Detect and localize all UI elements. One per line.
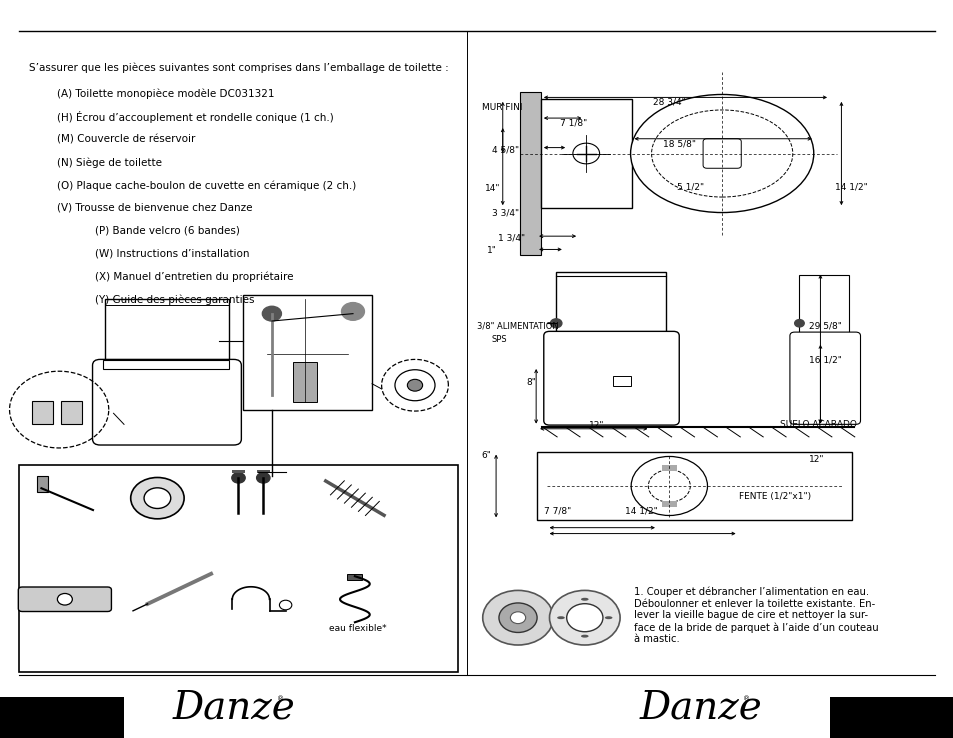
Text: Danze: Danze (639, 690, 761, 727)
Circle shape (549, 590, 619, 645)
Circle shape (279, 600, 292, 610)
FancyBboxPatch shape (702, 139, 740, 168)
FancyBboxPatch shape (0, 697, 124, 738)
FancyBboxPatch shape (92, 359, 241, 445)
FancyBboxPatch shape (243, 295, 372, 410)
Text: 8": 8" (526, 378, 536, 387)
FancyBboxPatch shape (661, 466, 677, 472)
FancyBboxPatch shape (19, 465, 457, 672)
Text: ®: ® (742, 696, 750, 702)
FancyBboxPatch shape (232, 469, 245, 473)
Circle shape (144, 488, 171, 508)
Text: SUELO ACABADO: SUELO ACABADO (780, 420, 857, 429)
Circle shape (648, 470, 690, 502)
Ellipse shape (557, 616, 564, 619)
Text: SPS: SPS (491, 335, 506, 344)
Ellipse shape (651, 110, 792, 197)
FancyBboxPatch shape (519, 92, 540, 255)
Circle shape (262, 306, 281, 321)
Text: 6": 6" (481, 451, 491, 460)
Text: (X) Manuel d’entretien du propriétaire: (X) Manuel d’entretien du propriétaire (95, 272, 294, 282)
Text: 18 5/8": 18 5/8" (662, 139, 696, 148)
Text: S’assurer que les pièces suivantes sont comprises dans l’emballage de toilette :: S’assurer que les pièces suivantes sont … (29, 63, 448, 73)
FancyBboxPatch shape (540, 99, 631, 208)
Text: (H) Écrou d’accouplement et rondelle conique (1 ch.): (H) Écrou d’accouplement et rondelle con… (57, 111, 334, 123)
Text: 28 3/4": 28 3/4" (653, 97, 685, 106)
Text: 7 7/8": 7 7/8" (543, 506, 571, 515)
Ellipse shape (580, 598, 588, 601)
Circle shape (572, 143, 598, 164)
Circle shape (407, 379, 422, 391)
FancyBboxPatch shape (556, 272, 665, 342)
FancyBboxPatch shape (103, 360, 229, 369)
Text: Danze: Danze (172, 690, 294, 727)
FancyBboxPatch shape (661, 501, 677, 507)
Text: 16 1/2": 16 1/2" (808, 356, 841, 365)
Text: (M) Couvercle de réservoir: (M) Couvercle de réservoir (57, 134, 195, 145)
Text: 5 1/2": 5 1/2" (677, 182, 703, 191)
Circle shape (566, 604, 602, 632)
Text: 14 1/2": 14 1/2" (834, 182, 866, 191)
Circle shape (256, 472, 270, 483)
Text: (O) Plaque cache-boulon de cuvette en céramique (2 ch.): (O) Plaque cache-boulon de cuvette en cé… (57, 180, 356, 190)
FancyBboxPatch shape (61, 401, 82, 424)
FancyBboxPatch shape (18, 587, 112, 612)
Text: 1 3/4": 1 3/4" (497, 233, 524, 242)
FancyBboxPatch shape (613, 376, 630, 386)
Text: 14 1/2": 14 1/2" (624, 506, 657, 515)
FancyBboxPatch shape (347, 574, 362, 580)
Circle shape (510, 612, 525, 624)
Circle shape (341, 303, 364, 320)
Text: 12": 12" (808, 455, 823, 463)
Text: (V) Trousse de bienvenue chez Danze: (V) Trousse de bienvenue chez Danze (57, 203, 253, 213)
FancyBboxPatch shape (293, 362, 316, 402)
Circle shape (550, 319, 561, 328)
FancyBboxPatch shape (829, 697, 953, 738)
Text: (P) Bande velcro (6 bandes): (P) Bande velcro (6 bandes) (95, 226, 240, 236)
Text: 3/8" ALIMENTATION: 3/8" ALIMENTATION (476, 322, 558, 331)
FancyBboxPatch shape (543, 331, 679, 425)
Text: (A) Toilette monopièce modèle DC031321: (A) Toilette monopièce modèle DC031321 (57, 89, 274, 99)
Circle shape (57, 593, 72, 605)
Text: 12": 12" (588, 421, 603, 430)
Circle shape (794, 320, 803, 327)
Circle shape (498, 603, 537, 632)
FancyBboxPatch shape (537, 452, 851, 520)
Ellipse shape (630, 94, 813, 213)
Text: 4 5/8": 4 5/8" (492, 145, 518, 154)
FancyBboxPatch shape (789, 332, 860, 424)
Text: eau flexible*: eau flexible* (329, 624, 386, 632)
Text: ®: ® (276, 696, 284, 702)
Text: 1. Couper et débrancher l’alimentation en eau.
Déboulonner et enlever la toilett: 1. Couper et débrancher l’alimentation e… (634, 587, 878, 644)
FancyBboxPatch shape (256, 469, 270, 473)
Text: (W) Instructions d’installation: (W) Instructions d’installation (95, 249, 250, 259)
Ellipse shape (604, 616, 612, 619)
Text: (N) Siège de toilette: (N) Siège de toilette (57, 157, 162, 168)
FancyBboxPatch shape (799, 275, 848, 342)
Text: 14": 14" (484, 184, 499, 193)
Circle shape (482, 590, 553, 645)
FancyBboxPatch shape (36, 476, 48, 492)
Text: 29 5/8": 29 5/8" (808, 322, 841, 331)
Text: (Y) Guide des pièces garanties: (Y) Guide des pièces garanties (95, 294, 254, 305)
Text: 1": 1" (486, 246, 496, 255)
FancyBboxPatch shape (32, 401, 53, 424)
Text: FENTE (1/2"x1"): FENTE (1/2"x1") (739, 492, 811, 501)
Circle shape (631, 456, 707, 516)
Text: MUR FINI: MUR FINI (481, 103, 521, 111)
Circle shape (131, 477, 184, 519)
Ellipse shape (580, 635, 588, 638)
Text: 3 3/4": 3 3/4" (492, 208, 518, 217)
Circle shape (232, 472, 245, 483)
FancyBboxPatch shape (105, 299, 229, 369)
Circle shape (395, 370, 435, 401)
Text: 7 1/8": 7 1/8" (559, 119, 587, 128)
